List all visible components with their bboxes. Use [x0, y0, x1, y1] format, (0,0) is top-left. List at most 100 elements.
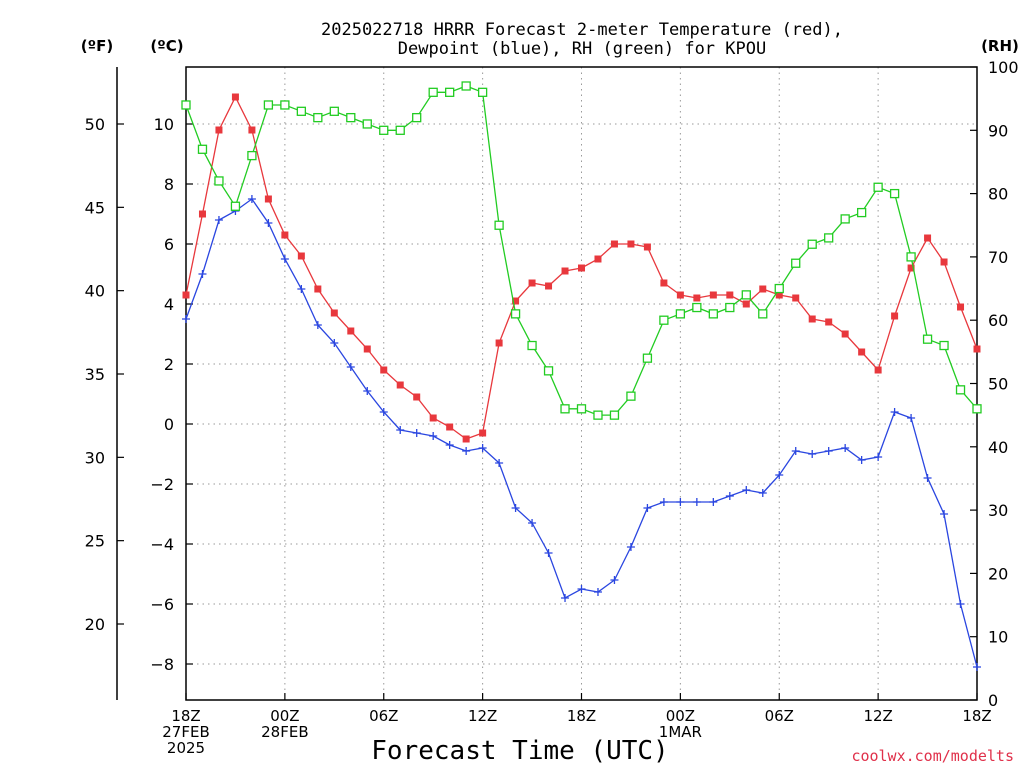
dewpoint-point — [462, 447, 471, 455]
rh-point — [445, 87, 455, 97]
rh-tick-label: 40 — [988, 438, 1008, 457]
rh-point — [560, 404, 570, 414]
celsius-tick-label: 10 — [154, 115, 174, 134]
temperature-point — [545, 282, 553, 290]
dewpoint-point — [561, 594, 570, 602]
temperature-point — [198, 210, 206, 218]
rh-point — [922, 334, 933, 344]
fahrenheit-tick-label: 40 — [85, 282, 105, 301]
temperature-point — [825, 318, 833, 326]
rh-tick-label: 10 — [988, 628, 1008, 647]
temperature-point — [742, 300, 750, 308]
fahrenheit-tick-label: 45 — [85, 198, 105, 217]
watermark: coolwx.com/modelts — [851, 747, 1014, 765]
dewpoint-point — [907, 414, 916, 422]
dewpoint-point — [841, 444, 850, 452]
x-tick-label: 12Z — [863, 707, 892, 725]
dewpoint-point — [330, 339, 339, 347]
rh-point — [889, 188, 900, 199]
temperature-point — [957, 303, 965, 311]
rh-unit-label: (RH) — [981, 37, 1019, 55]
x-tick-label: 1MAR — [659, 723, 702, 741]
chart-title-line-2: Dewpoint (blue), RH (green) for KPOU — [398, 39, 766, 59]
rh-point — [675, 309, 686, 319]
celsius-tick-label: 8 — [164, 175, 174, 194]
dewpoint-point — [857, 456, 866, 464]
celsius-tick-label: −2 — [150, 475, 174, 494]
dewpoint-point — [511, 504, 520, 512]
rh-point — [774, 283, 784, 294]
temperature-point — [858, 348, 866, 356]
temperature-point — [347, 327, 355, 335]
x-tick-label: 18Z — [962, 707, 991, 725]
celsius-tick-label: −8 — [150, 655, 174, 674]
temperature-point — [462, 435, 470, 443]
dewpoint-point — [808, 450, 817, 458]
dewpoint-point — [363, 387, 372, 395]
celsius-tick-label: 0 — [164, 415, 174, 434]
x-tick-label: 2025 — [167, 739, 205, 757]
series-rh — [181, 81, 982, 420]
temperature-point — [775, 291, 783, 299]
rh-point — [692, 302, 702, 313]
temperature-point — [759, 285, 767, 293]
dewpoint-point — [577, 585, 586, 593]
dewpoint-point — [478, 444, 487, 452]
temperature-point — [660, 279, 668, 287]
temperature-point — [709, 291, 717, 299]
rh-point — [395, 125, 405, 135]
tick-labels: 20253035404550−8−6−4−2024681001020304050… — [85, 58, 1019, 757]
fahrenheit-tick-label: 20 — [85, 615, 105, 634]
rh-line — [185, 85, 978, 416]
rh-point — [379, 125, 389, 135]
temperature-point — [578, 264, 585, 272]
dewpoint-point — [874, 453, 883, 461]
fahrenheit-unit-label: (ºF) — [81, 37, 113, 55]
temperature-point — [792, 294, 800, 302]
rh-point — [741, 290, 751, 300]
fahrenheit-tick-label: 25 — [85, 532, 105, 551]
temperature-point — [841, 330, 849, 338]
x-tick-label: 00Z — [270, 707, 299, 725]
rh-point — [939, 340, 949, 351]
rh-point — [609, 410, 620, 420]
dewpoint-point — [280, 255, 289, 263]
rh-point — [296, 106, 307, 116]
dewpoint-point — [610, 576, 619, 584]
temperature-point — [874, 366, 882, 374]
dewpoint-point — [445, 441, 454, 449]
data-series — [181, 81, 982, 671]
temperature-point — [512, 297, 520, 305]
x-axis-label: Forecast Time (UTC) — [371, 736, 668, 766]
rh-point — [214, 176, 224, 186]
rh-point — [659, 315, 669, 325]
rh-point — [856, 207, 867, 218]
dewpoint-point — [709, 498, 718, 506]
temperature-point — [940, 258, 948, 266]
temperature-point — [676, 291, 684, 299]
temperature-point — [264, 195, 272, 203]
dewpoint-point — [659, 498, 668, 506]
dewpoint-point — [495, 459, 504, 467]
fahrenheit-tick-label: 50 — [85, 115, 105, 134]
temperature-point — [231, 93, 239, 101]
dewpoint-point — [429, 432, 438, 440]
dewpoint-point — [973, 663, 981, 671]
rh-point — [576, 404, 587, 414]
dewpoint-point — [247, 195, 256, 203]
rh-point — [362, 119, 372, 129]
rh-point — [593, 410, 603, 420]
dewpoint-point — [824, 447, 833, 455]
dewpoint-point — [264, 219, 273, 227]
temperature-point — [726, 291, 734, 299]
temperature-point — [528, 279, 536, 287]
temperature-point — [363, 345, 371, 353]
temperature-point — [693, 294, 701, 302]
rh-point — [840, 214, 850, 224]
temperature-point — [495, 339, 503, 347]
rh-tick-label: 30 — [988, 501, 1008, 520]
rh-point — [510, 309, 521, 319]
rh-point — [412, 112, 422, 123]
rh-point — [181, 100, 191, 110]
dewpoint-point — [528, 519, 537, 527]
